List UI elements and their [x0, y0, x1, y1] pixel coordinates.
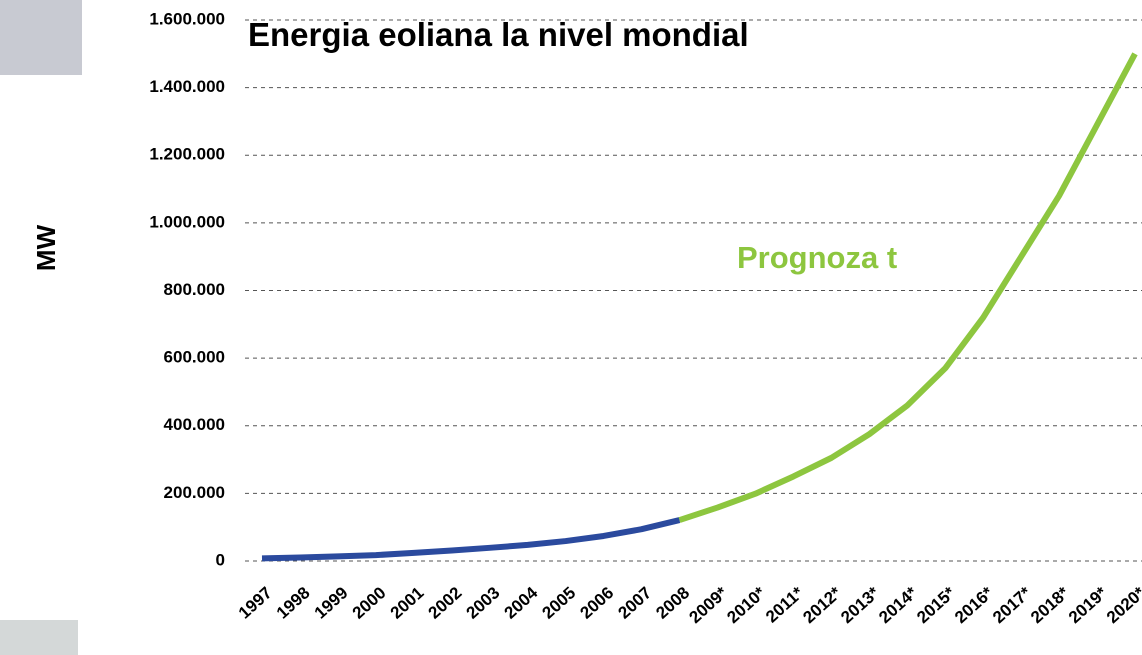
x-tick-label: 2012*: [799, 583, 845, 627]
y-tick-label: 400.000: [164, 415, 225, 434]
annotation: Prognoza t: [737, 240, 897, 275]
x-tick-label: 2014*: [875, 583, 921, 627]
x-tick-label: 2003: [463, 583, 504, 622]
y-tick-label: 1.200.000: [149, 145, 225, 164]
x-tick-label: 2001: [387, 583, 428, 622]
x-tick-label: 2002: [425, 583, 466, 622]
x-tick-label: 2019*: [1065, 583, 1111, 627]
x-tick-label: 2010*: [723, 583, 769, 627]
x-tick-label: 2007: [614, 583, 655, 622]
x-tick-label: 2008: [652, 583, 693, 622]
x-tick-label: 2011*: [762, 583, 807, 626]
y-tick-label: 1.600.000: [149, 9, 225, 28]
x-tick-label: 2020*: [1103, 583, 1142, 627]
y-tick-label: 0: [216, 550, 225, 569]
x-tick-label: 2015*: [913, 583, 959, 627]
chart-title: Energia eoliana la nivel mondial: [248, 16, 749, 53]
y-tick-label: 800.000: [164, 280, 225, 299]
x-tick-label: 2013*: [837, 583, 883, 627]
x-tick-label: 1998: [273, 583, 314, 622]
x-tick-label: 2006: [576, 583, 617, 622]
y-tick-label: 600.000: [164, 348, 225, 367]
x-tick-label: 2017*: [989, 583, 1035, 627]
decor-box: [0, 620, 78, 655]
x-tick-label: 2016*: [951, 583, 997, 627]
y-tick-label: 1.000.000: [149, 212, 225, 231]
y-tick-label: 200.000: [164, 483, 225, 502]
x-tick-label: 2004: [501, 583, 542, 623]
x-tick-label: 1997: [235, 583, 276, 622]
x-tick-label: 2018*: [1027, 583, 1073, 627]
decor-box: [0, 0, 82, 75]
x-tick-label: 2005: [539, 583, 580, 622]
series-line: [678, 52, 1138, 523]
series-line: [261, 517, 681, 562]
y-axis-label: MW: [31, 224, 61, 271]
x-tick-label: 1999: [311, 583, 352, 622]
y-tick-label: 1.400.000: [149, 77, 225, 96]
x-tick-label: 2009*: [685, 583, 731, 627]
x-tick-label: 2000: [349, 583, 390, 622]
